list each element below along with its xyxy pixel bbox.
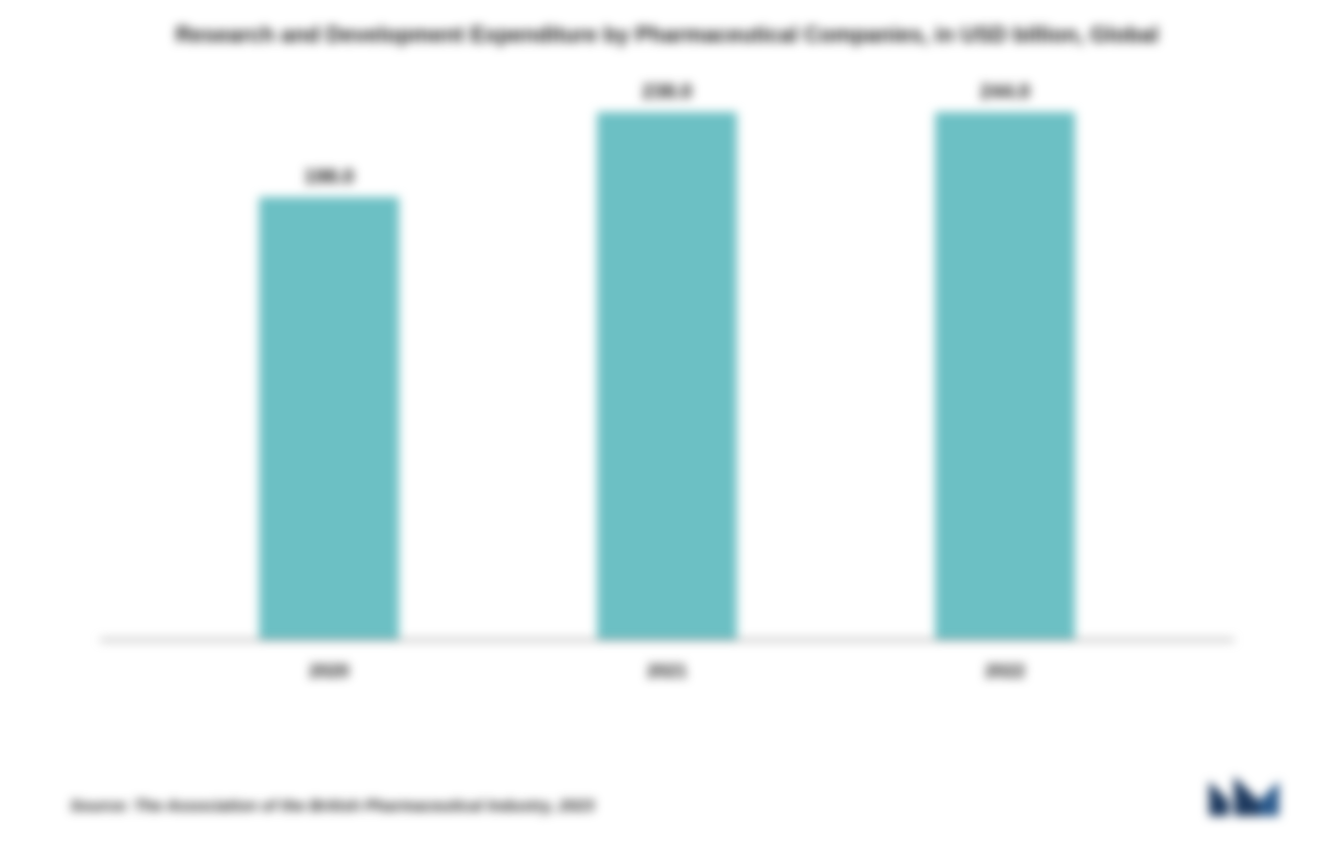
bar-group-0: 198.0	[160, 81, 498, 639]
bar-0	[259, 197, 399, 639]
x-label-1: 2021	[498, 661, 836, 682]
bar-2	[935, 112, 1075, 639]
x-label-0: 2020	[160, 661, 498, 682]
source-citation: Source: The Association of the British P…	[70, 798, 594, 816]
chart-plot-area: 198.0 238.0 244.0	[100, 81, 1234, 641]
chart-title: Research and Development Expenditure by …	[60, 20, 1274, 51]
bar-value-label: 244.0	[980, 81, 1030, 104]
x-label-2: 2022	[836, 661, 1174, 682]
bars-row: 198.0 238.0 244.0	[100, 81, 1234, 639]
bar-value-label: 238.0	[642, 81, 692, 104]
bar-1	[597, 112, 737, 639]
bar-group-1: 238.0	[498, 81, 836, 639]
bar-value-label: 198.0	[304, 166, 354, 189]
bar-group-2: 244.0	[836, 81, 1174, 639]
logo-svg	[1204, 766, 1284, 826]
x-axis-labels: 2020 2021 2022	[100, 661, 1234, 682]
chart-container: Research and Development Expenditure by …	[60, 20, 1274, 796]
mordor-logo-icon	[1204, 766, 1284, 826]
